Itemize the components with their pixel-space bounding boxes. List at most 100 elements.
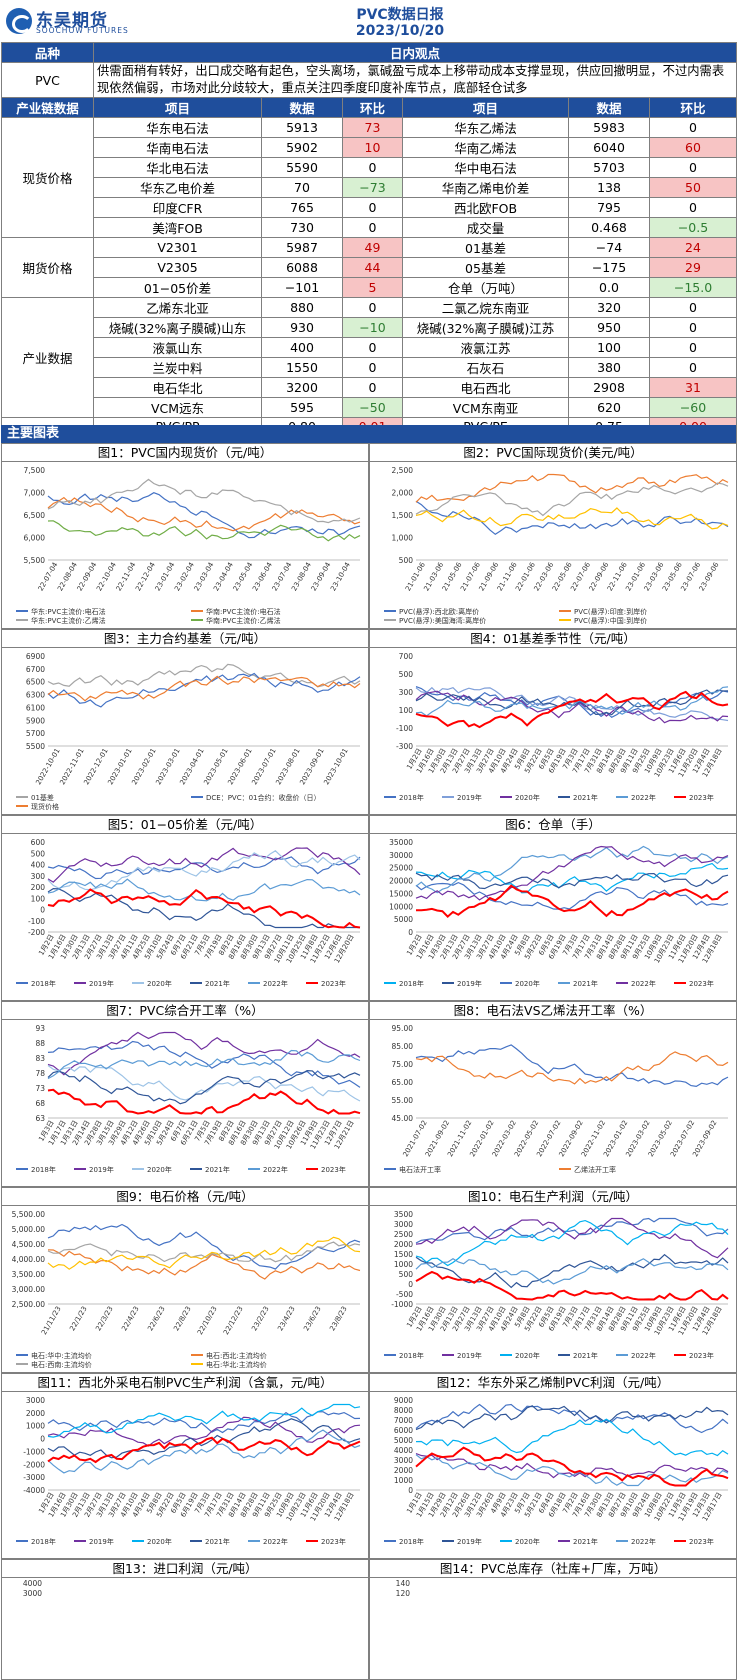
chart-title: 图12：华东外采乙烯制PVC利润（元/吨） — [370, 1374, 736, 1392]
item-name: 电石西北 — [402, 377, 569, 398]
chart-panel: 图11：西北外采电石制PVC生产利润（含氯，元/吨） 3000 2000 1000 0 -… — [1, 1373, 369, 1559]
item-name: V2305 — [93, 257, 262, 278]
legend-label: 乙烯法开工率 — [574, 1165, 616, 1174]
y-tick-label: 3,500.00 — [12, 1270, 46, 1279]
chart-panel: 图1：PVC国内现货价（元/吨） 7,500 7,000 6,500 6,000 5,50… — [1, 443, 369, 629]
logo-en-text: SOOCHOW FUTURES — [36, 26, 129, 35]
series-line — [415, 881, 729, 910]
x-tick-label: 2023-07-01 — [250, 747, 277, 786]
legend-label: DCE：PVC：01合约：收盘价（日） — [206, 793, 321, 802]
x-tick-label: 2022-10-01 — [34, 747, 61, 786]
x-tick-label: 22/4/23 — [120, 1305, 140, 1332]
item-name: 石灰石 — [402, 357, 569, 378]
chart-panel: 图9：电石价格（元/吨） 5,500.00 5,000.00 4,500.00 4,00… — [1, 1187, 369, 1373]
report-title: PVC数据日报 2023/10/20 — [300, 7, 500, 39]
y-tick-label: 25000 — [389, 864, 413, 873]
item-name: 液氯江苏 — [402, 337, 569, 358]
y-tick-label: 5,500.00 — [12, 1210, 46, 1219]
legend-label: 2021年 — [573, 1537, 598, 1546]
legend-label: 2022年 — [631, 793, 656, 802]
item-value: 620 — [568, 397, 650, 418]
series-line — [47, 1241, 361, 1263]
series-line — [47, 478, 361, 524]
data-table: 品种 日内观点 PVC 供需面稍有转好，出口成交略有起色，空头离场，氯碱盈亏成本… — [1, 42, 737, 454]
legend-label: 2019年 — [457, 1351, 482, 1360]
y-tick-label: -500 — [396, 1290, 413, 1299]
y-tick-label: 100 — [31, 894, 46, 903]
x-tick-label: 2023-05-01 — [202, 747, 229, 786]
y-tick-label: 2,000 — [392, 489, 414, 498]
y-tick-label: 6,500 — [24, 511, 46, 520]
y-tick-label: 68 — [35, 1099, 45, 1108]
series-line — [47, 520, 361, 542]
item-value: 380 — [568, 357, 650, 378]
item-name: 乙烯东北亚 — [93, 297, 262, 318]
y-tick-label: 6700 — [26, 665, 45, 674]
item-value: 5913 — [261, 117, 343, 138]
y-tick-label: 5500 — [26, 742, 45, 751]
item-name: 华东乙电价差 — [93, 177, 262, 198]
y-tick-label: 5700 — [26, 729, 45, 738]
chart-plot: 90008000700060005000400030002000100001月1… — [384, 1396, 729, 1546]
item-change: 0 — [648, 197, 737, 218]
table-row: V2305 6088 44 05基差 −175 29 — [2, 257, 737, 278]
series-line — [47, 850, 361, 891]
y-tick-label: 120 — [396, 1589, 411, 1598]
y-tick-label: 95.00 — [392, 1024, 414, 1033]
y-tick-label: -3000 — [23, 1473, 45, 1482]
table-header-cell: 项目 — [93, 97, 262, 118]
series-line — [415, 507, 729, 530]
series-line — [415, 1051, 729, 1085]
y-tick-label: 4000 — [394, 1446, 413, 1455]
y-tick-label: 73 — [35, 1084, 45, 1093]
item-change: 0 — [648, 297, 737, 318]
table-header-row: 产业链数据 项目 数据 环比 项目 数据 环比 — [1, 97, 737, 118]
chart-panel: 图7：PVC综合开工率（%） 93 88 83 78 73 68 63 1月3日 1月17日 1月3… — [1, 1001, 369, 1187]
item-change: −10 — [342, 317, 403, 338]
y-tick-label: 0 — [408, 928, 413, 937]
item-name: 华中电石法 — [402, 157, 569, 178]
x-tick-label: 2023-02-01 — [130, 747, 157, 786]
item-change: 0 — [342, 157, 403, 178]
y-tick-label: 6300 — [26, 691, 45, 700]
y-tick-label: 600 — [31, 838, 46, 847]
legend-label: 2021年 — [205, 979, 230, 988]
y-tick-label: 2,500.00 — [12, 1300, 46, 1309]
legend-label: 电石法开工率 — [399, 1165, 441, 1174]
y-tick-label: -1000 — [391, 1300, 413, 1309]
item-name: 兰炭中料 — [93, 357, 262, 378]
y-tick-label: 3000 — [394, 1220, 413, 1229]
y-tick-label: 0 — [408, 1280, 413, 1289]
x-tick-label: 2022-11-01 — [58, 747, 85, 786]
table-row: 兰炭中料 1550 0 石灰石 380 0 — [2, 357, 737, 378]
chart-plot: 3000200010000-1000-2000-3000-40001月2日1月1… — [16, 1396, 361, 1546]
legend-label: 2023年 — [689, 979, 714, 988]
group-label: 期货价格 — [1, 237, 94, 298]
chart-panel: 图14：PVC总库存（社库+厂库，万吨） 140 120 — [369, 1559, 737, 1680]
view-product: PVC — [1, 62, 94, 98]
series-line — [415, 1257, 729, 1285]
y-tick-label: 8000 — [394, 1406, 413, 1415]
legend-label: 2021年 — [205, 1165, 230, 1174]
group-label: 现货价格 — [1, 117, 94, 238]
table-row: 产业数据 乙烯东北亚 880 0 二氯乙烷东南亚 320 0 — [1, 297, 737, 418]
item-change: −15.0 — [648, 277, 737, 298]
y-tick-label: 88 — [35, 1039, 45, 1048]
item-value: 5703 — [568, 157, 650, 178]
y-tick-label: 1000 — [394, 1476, 413, 1485]
item-change: 0 — [342, 197, 403, 218]
item-change: 73 — [342, 117, 403, 138]
series-line — [415, 845, 729, 901]
series-line — [47, 1418, 361, 1459]
view-text: 供需面稍有转好，出口成交略有起色，空头离场，氯碱盈亏成本上移带动成本支撑显现，供… — [92, 62, 737, 98]
item-change: 0 — [342, 297, 403, 318]
legend-label: 2022年 — [263, 1537, 288, 1546]
legend-label: 2023年 — [689, 793, 714, 802]
legend-label: 2019年 — [89, 979, 114, 988]
legend-label: 2018年 — [31, 1165, 56, 1174]
item-change: −60 — [648, 397, 737, 418]
chart-plot: 6005004003002001000-100-2001月2日1月16日1月30… — [16, 838, 361, 988]
y-tick-label: 65.00 — [392, 1078, 414, 1087]
chart-title: 图14：PVC总库存（社库+厂库，万吨） — [370, 1560, 736, 1578]
legend-label: 电石:西南:主流均价 — [31, 1360, 92, 1369]
